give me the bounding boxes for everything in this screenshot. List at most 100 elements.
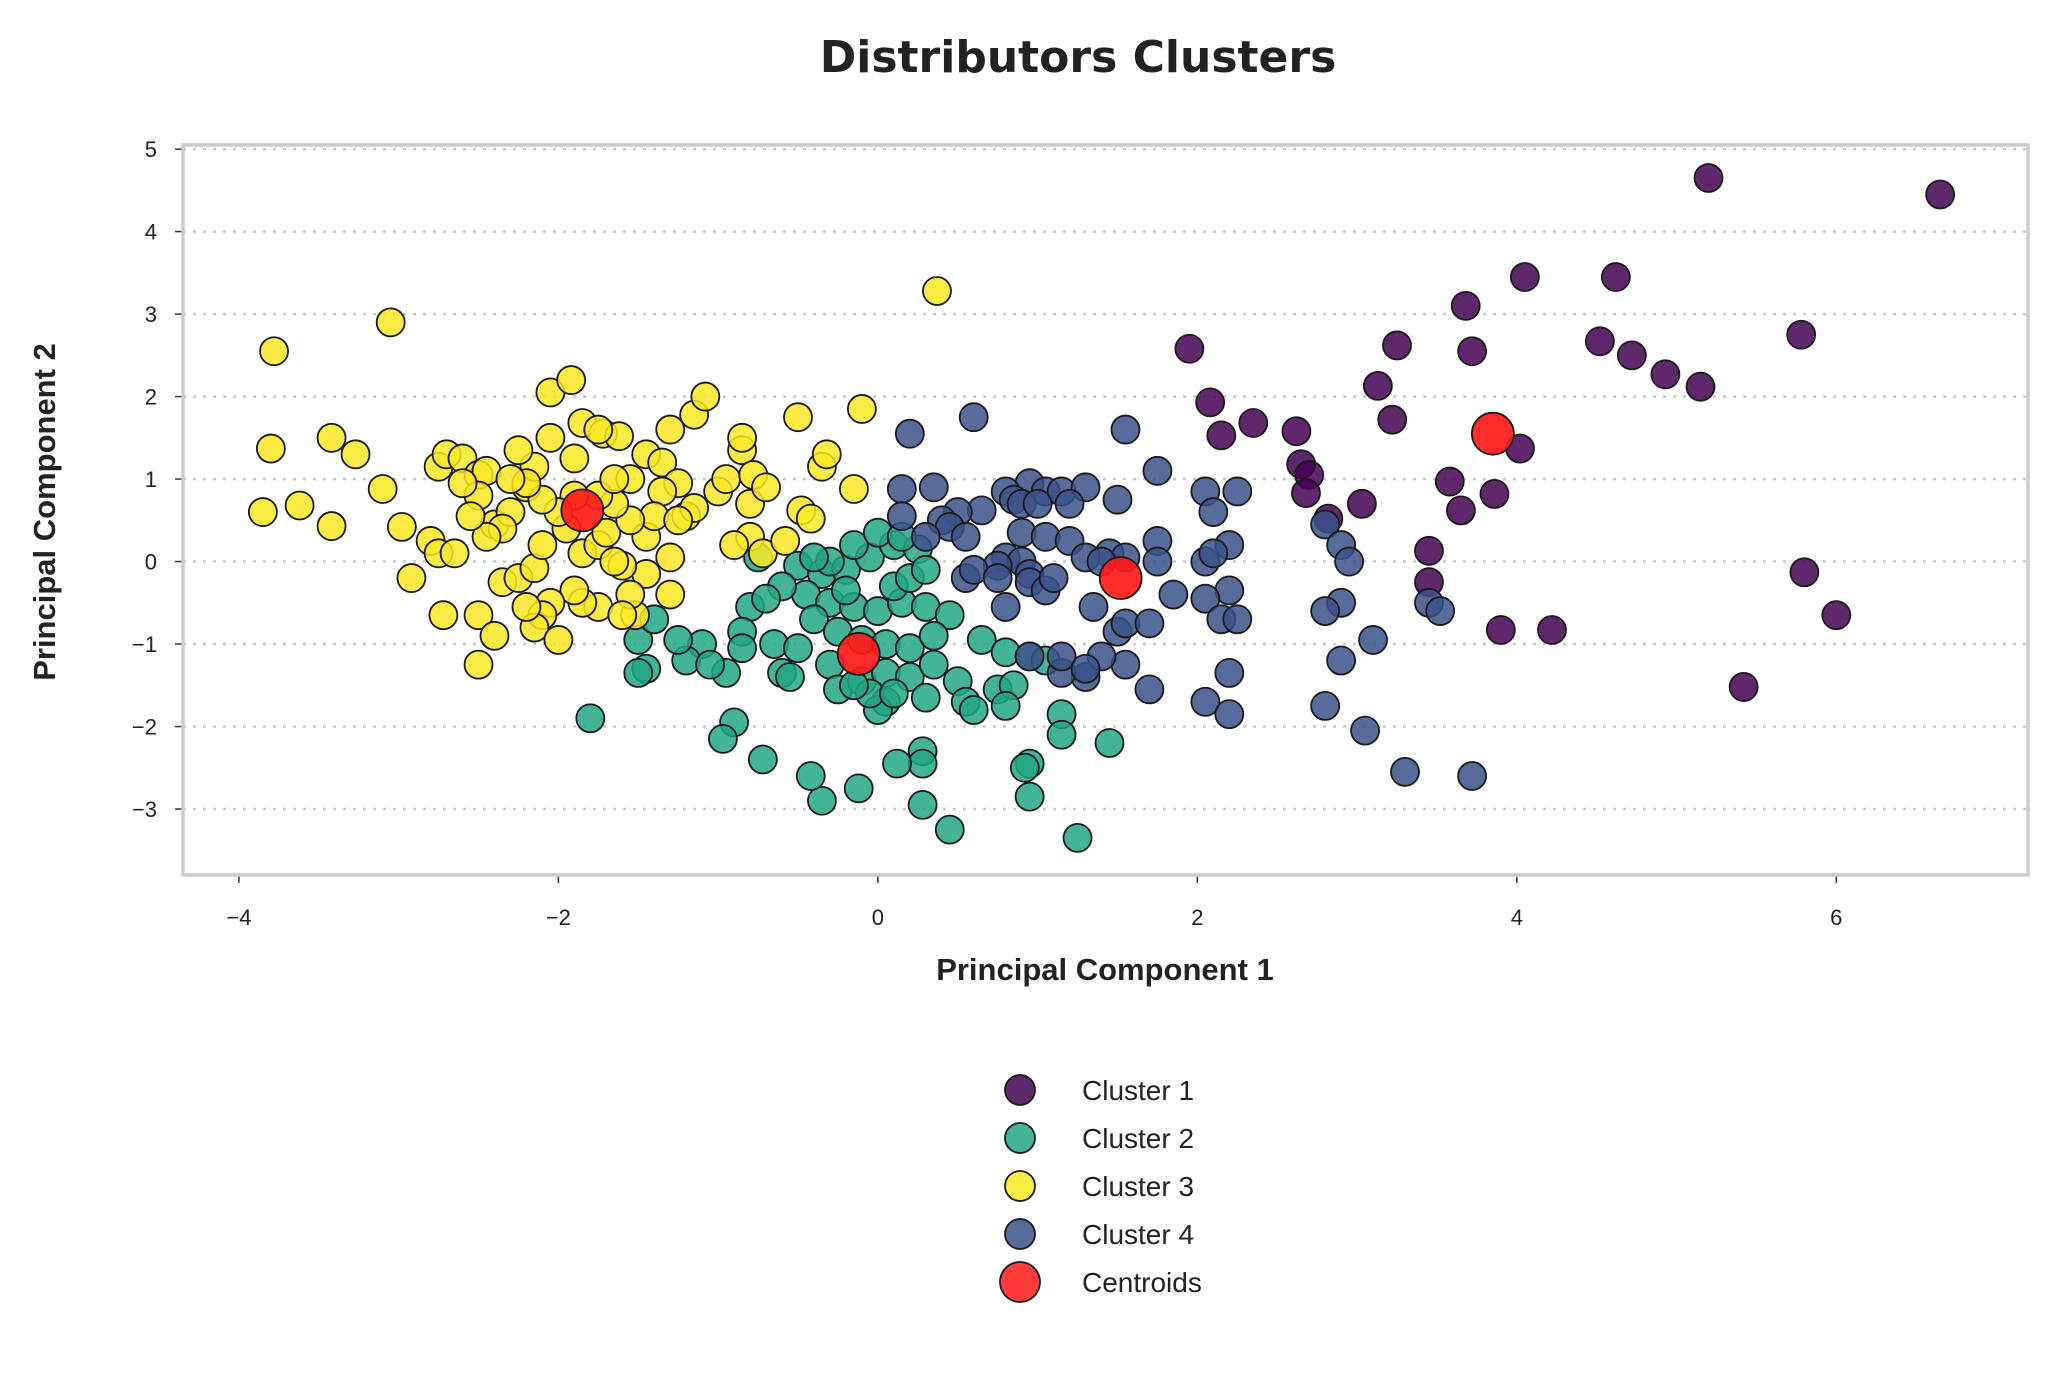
point-cluster-4 <box>886 501 917 532</box>
point-cluster-3 <box>471 521 502 552</box>
legend-label: Cluster 3 <box>1082 1171 1194 1202</box>
point-cluster-2 <box>799 542 829 573</box>
point-cluster-1 <box>1434 466 1465 497</box>
y-tick-label: −1 <box>132 632 157 657</box>
point-cluster-4 <box>1350 715 1380 746</box>
point-cluster-4 <box>1078 592 1109 622</box>
legend-marker <box>1004 1218 1036 1250</box>
point-cluster-4 <box>886 474 917 504</box>
point-cluster-1 <box>1479 479 1510 509</box>
point-cluster-3 <box>259 336 289 367</box>
legend-marker <box>1004 1122 1036 1154</box>
point-cluster-4 <box>1222 476 1253 507</box>
point-cluster-1 <box>1450 290 1481 321</box>
point-cluster-3 <box>655 542 686 573</box>
point-cluster-3 <box>527 530 558 560</box>
point-cluster-1 <box>1291 478 1321 508</box>
point-cluster-4 <box>1310 691 1341 721</box>
point-cluster-3 <box>727 422 757 453</box>
point-cluster-4 <box>910 521 941 552</box>
y-tick-label: −2 <box>132 715 157 740</box>
point-cluster-2 <box>799 604 829 635</box>
point-cluster-3 <box>559 443 590 474</box>
point-cluster-4 <box>1190 583 1221 614</box>
point-cluster-2 <box>775 662 805 692</box>
centroid-point <box>1470 411 1515 456</box>
point-cluster-2 <box>695 649 726 680</box>
point-cluster-1 <box>1789 557 1820 588</box>
y-tick-label: 1 <box>145 467 157 492</box>
point-cluster-1 <box>1174 333 1205 364</box>
point-cluster-2 <box>958 695 989 725</box>
legend: Cluster 1 Cluster 2 Cluster 3 Cluster 4 Cent… <box>999 1074 1202 1303</box>
point-cluster-2 <box>708 723 738 754</box>
point-cluster-3 <box>511 592 542 622</box>
x-tick-label: 6 <box>1830 905 1842 930</box>
point-cluster-3 <box>535 422 566 453</box>
point-cluster-3 <box>447 468 478 499</box>
point-cluster-2 <box>907 748 938 779</box>
point-cluster-3 <box>386 512 417 542</box>
point-cluster-1 <box>1377 404 1408 435</box>
y-axis-ticks: −3 −2 −1 0 1 2 3 4 5 <box>132 137 183 822</box>
point-cluster-2 <box>990 691 1021 721</box>
point-cluster-2 <box>751 583 781 614</box>
legend-marker <box>1004 1170 1036 1202</box>
point-cluster-3 <box>559 575 590 606</box>
legend-label: Cluster 1 <box>1082 1075 1194 1106</box>
point-cluster-3 <box>543 625 574 655</box>
point-cluster-4 <box>1070 653 1101 684</box>
point-cluster-4 <box>1134 608 1165 639</box>
point-cluster-1 <box>1382 330 1412 361</box>
point-cluster-4 <box>1425 596 1456 626</box>
point-cluster-4 <box>1158 579 1189 610</box>
point-cluster-3 <box>647 476 678 507</box>
point-cluster-1 <box>1281 416 1312 447</box>
x-tick-label: 4 <box>1511 905 1523 930</box>
point-cluster-2 <box>934 814 965 845</box>
point-cluster-4 <box>1390 756 1420 787</box>
legend-marker <box>999 1261 1041 1303</box>
y-tick-label: 5 <box>145 137 157 162</box>
point-cluster-3 <box>663 505 694 536</box>
legend-label: Cluster 2 <box>1082 1123 1194 1154</box>
point-cluster-3 <box>255 433 286 464</box>
point-cluster-1 <box>1206 420 1237 451</box>
point-cluster-1 <box>1786 319 1817 350</box>
point-cluster-2 <box>1094 728 1125 758</box>
point-cluster-4 <box>1022 488 1053 519</box>
point-cluster-4 <box>1014 641 1045 672</box>
point-cluster-3 <box>599 464 630 494</box>
point-cluster-1 <box>1446 495 1476 526</box>
point-cluster-4 <box>1358 625 1388 655</box>
y-axis-label: Principal Component 2 <box>27 343 62 681</box>
x-axis-ticks: −4 −2 0 2 4 6 <box>226 875 1842 930</box>
point-cluster-4 <box>1214 658 1245 688</box>
point-cluster-3 <box>583 414 614 445</box>
point-cluster-3 <box>316 511 347 541</box>
x-tick-label: −4 <box>226 905 251 930</box>
point-cluster-1 <box>1685 371 1716 402</box>
point-cluster-3 <box>690 381 721 412</box>
point-cluster-3 <box>503 435 534 466</box>
point-cluster-1 <box>1509 262 1540 292</box>
point-cluster-3 <box>655 579 686 610</box>
point-cluster-3 <box>375 307 406 338</box>
point-cluster-2 <box>843 773 874 804</box>
point-cluster-4 <box>990 592 1021 622</box>
point-cluster-3 <box>463 600 494 631</box>
point-cluster-3 <box>495 464 526 494</box>
point-cluster-4 <box>982 563 1013 593</box>
y-tick-label: 4 <box>145 220 157 245</box>
point-cluster-1 <box>1195 387 1226 418</box>
point-cluster-3 <box>711 464 742 494</box>
point-cluster-3 <box>922 276 952 306</box>
point-cluster-4 <box>894 418 925 449</box>
point-cluster-4 <box>1457 761 1488 791</box>
point-cluster-4 <box>1134 674 1165 705</box>
point-cluster-1 <box>1693 163 1724 193</box>
point-cluster-4 <box>1214 699 1245 730</box>
centroid-point <box>1098 556 1143 600</box>
legend-label: Centroids <box>1082 1267 1202 1298</box>
